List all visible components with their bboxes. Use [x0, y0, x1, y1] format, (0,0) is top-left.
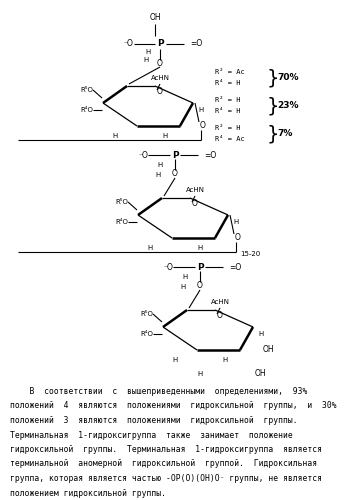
- Text: H: H: [143, 57, 148, 63]
- Text: R² = H: R² = H: [215, 125, 240, 131]
- Text: =O: =O: [229, 262, 241, 272]
- Text: R⁴ = H: R⁴ = H: [215, 80, 240, 86]
- Text: O: O: [157, 58, 163, 68]
- Text: H: H: [223, 357, 228, 363]
- Text: 70%: 70%: [277, 74, 298, 82]
- Text: H: H: [147, 245, 153, 251]
- Text: R⁴ = Ac: R⁴ = Ac: [215, 136, 245, 142]
- Text: O: O: [217, 310, 223, 320]
- Text: =O: =O: [204, 150, 216, 160]
- Text: H: H: [183, 274, 188, 280]
- Text: H: H: [180, 284, 186, 290]
- Text: }: }: [267, 96, 279, 116]
- Text: O: O: [197, 282, 203, 290]
- Text: положением гидроксильной группы.: положением гидроксильной группы.: [10, 488, 166, 498]
- Text: терминальной  аномерной  гидроксильной  группой.  Гидроксильная: терминальной аномерной гидроксильной гру…: [10, 460, 317, 468]
- Text: H: H: [258, 331, 264, 337]
- Text: H: H: [198, 107, 204, 113]
- Text: H: H: [112, 133, 118, 139]
- Text: AcHN: AcHN: [185, 187, 205, 193]
- Text: R² = Ac: R² = Ac: [215, 69, 245, 75]
- Text: ⁻O: ⁻O: [163, 262, 173, 272]
- Text: AcHN: AcHN: [211, 299, 230, 305]
- Text: H: H: [155, 172, 161, 178]
- Text: O: O: [200, 122, 206, 130]
- Text: OH: OH: [149, 14, 161, 22]
- Text: 23%: 23%: [277, 102, 298, 110]
- Text: O: O: [235, 234, 241, 242]
- Text: O: O: [157, 86, 163, 96]
- Text: AcHN: AcHN: [151, 75, 170, 81]
- Text: P: P: [197, 262, 203, 272]
- Text: R⁵O: R⁵O: [80, 87, 93, 93]
- Text: H: H: [157, 162, 163, 168]
- Text: OH: OH: [254, 370, 266, 378]
- Text: R² = H: R² = H: [215, 97, 240, 103]
- Text: OH: OH: [263, 346, 274, 354]
- Text: ⁻O: ⁻O: [138, 150, 148, 160]
- Text: R⁴O: R⁴O: [140, 331, 153, 337]
- Text: }: }: [267, 68, 279, 87]
- Text: P: P: [172, 150, 178, 160]
- Text: P: P: [157, 40, 163, 48]
- Text: В  соответствии  с  вышеприведенными  определениями,  93%: В соответствии с вышеприведенными опреде…: [10, 387, 307, 396]
- Text: положений  4  являются  положениями  гидроксильной  группы,  и  30%: положений 4 являются положениями гидрокс…: [10, 402, 337, 410]
- Text: H: H: [197, 371, 203, 377]
- Text: группа, которая является частью -OP(O)(OH)O⁻ группы, не является: группа, которая является частью -OP(O)(O…: [10, 474, 322, 483]
- Text: ⁻O: ⁻O: [123, 40, 133, 48]
- Text: 15-20: 15-20: [240, 251, 260, 257]
- Text: H: H: [172, 357, 178, 363]
- Text: H: H: [145, 49, 151, 55]
- Text: R⁴O: R⁴O: [115, 219, 128, 225]
- Text: =O: =O: [190, 40, 202, 48]
- Text: }: }: [267, 124, 279, 144]
- Text: O: O: [192, 198, 198, 207]
- Text: O: O: [172, 170, 178, 178]
- Text: положений  3  являются  положениями  гидроксильной  группы.: положений 3 являются положениями гидрокс…: [10, 416, 298, 425]
- Text: H: H: [197, 245, 203, 251]
- Text: R⁵O: R⁵O: [140, 311, 153, 317]
- Text: H: H: [233, 219, 239, 225]
- Text: H: H: [163, 133, 168, 139]
- Text: гидроксильной  группы.  Терминальная  1-гидроксигруппа  является: гидроксильной группы. Терминальная 1-гид…: [10, 445, 322, 454]
- Text: R⁴O: R⁴O: [80, 107, 93, 113]
- Text: 7%: 7%: [277, 130, 292, 138]
- Text: Терминальная  1-гидроксигруппа  также  занимает  положение: Терминальная 1-гидроксигруппа также зани…: [10, 430, 293, 440]
- Text: R⁵O: R⁵O: [115, 199, 128, 205]
- Text: R⁴ = H: R⁴ = H: [215, 108, 240, 114]
